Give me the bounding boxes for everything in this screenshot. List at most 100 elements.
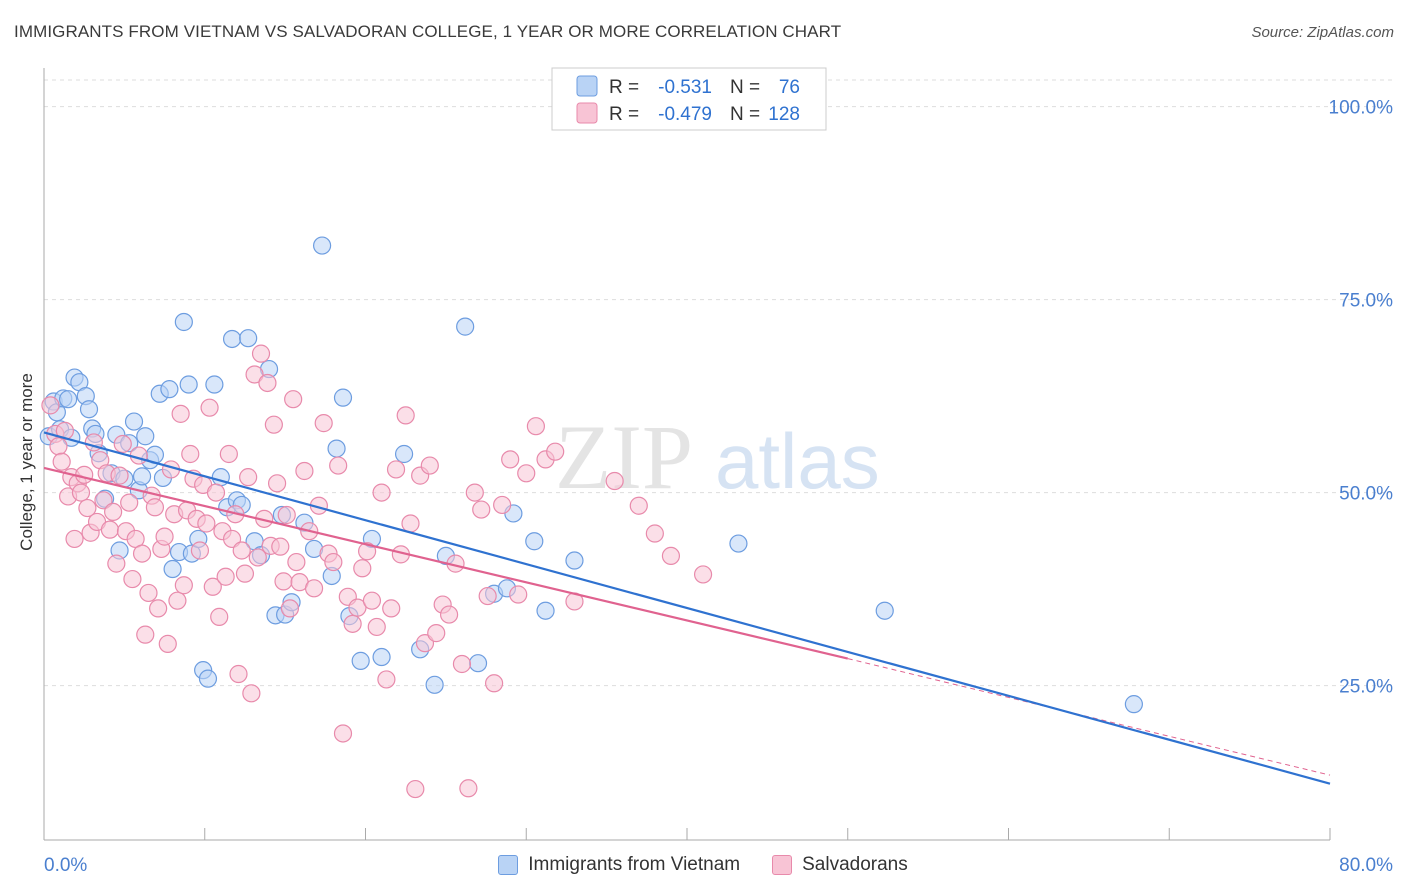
salvadoran-point <box>206 483 226 502</box>
salvadoran-point <box>324 552 343 572</box>
chart-source: Source: ZipAtlas.com <box>1251 24 1394 41</box>
salvadoran-point <box>113 434 132 454</box>
legend-item-vietnam: Immigrants from Vietnam <box>498 854 740 876</box>
salvadoran-point <box>264 415 283 434</box>
salvadoran-point <box>274 572 293 591</box>
salvadoran-trend-extension <box>847 658 1331 776</box>
salvadoran-point <box>295 461 314 481</box>
vietnam-point <box>565 551 584 570</box>
salvadoran-point <box>123 569 142 589</box>
salvadoran-point <box>501 450 520 469</box>
salvadoran-point <box>314 414 333 433</box>
salvadoran-point <box>287 552 306 572</box>
salvadoran-point <box>245 365 264 384</box>
salvadoran-point <box>203 577 222 596</box>
salvadoran-point <box>75 465 94 484</box>
vietnam-point <box>456 317 475 336</box>
vietnam-point <box>1124 695 1143 714</box>
vietnam-point <box>205 375 224 394</box>
legend-swatch-pink <box>576 102 598 124</box>
vietnam-point <box>468 654 488 673</box>
vietnam-trend-line <box>43 431 1331 785</box>
salvadoran-point <box>367 617 386 637</box>
chart-title: IMMIGRANTS FROM VIETNAM VS SALVADORAN CO… <box>14 22 842 41</box>
x-tick-label-max: 80.0% <box>1339 855 1393 876</box>
legend-label-vietnam: Immigrants from Vietnam <box>528 854 741 875</box>
salvadoran-point <box>120 493 139 512</box>
salvadoran-point <box>304 579 324 598</box>
legend-r-label-blue: R = <box>609 77 639 98</box>
salvadoran-point <box>229 664 248 684</box>
salvadoran-point <box>174 576 193 595</box>
legend-n-value-pink: 128 <box>768 104 800 125</box>
watermark-atlas: atlas <box>715 417 880 505</box>
vietnam-point <box>198 669 218 688</box>
salvadoran-trend-line <box>43 466 849 660</box>
salvadoran-point <box>190 541 210 560</box>
salvadoran-point <box>546 442 565 461</box>
vietnam-point <box>425 675 444 694</box>
salvadoran-point <box>439 605 459 624</box>
salvadoran-point <box>493 495 512 515</box>
salvadoran-point <box>645 524 664 543</box>
salvadoran-point <box>258 373 277 393</box>
x-axis-ticks <box>43 828 1331 840</box>
legend-label-salvadorans: Salvadorans <box>802 854 908 875</box>
salvadoran-point <box>358 542 377 561</box>
salvadoran-point <box>155 527 174 546</box>
salvadoran-point <box>377 670 396 689</box>
vietnam-point <box>875 601 894 620</box>
salvadoran-point <box>605 471 624 491</box>
vietnam-point <box>136 427 155 446</box>
salvadoran-point <box>110 466 129 485</box>
vietnam-point <box>327 439 346 458</box>
salvadoran-point <box>71 483 91 502</box>
series-legend: Immigrants from Vietnam Salvadorans <box>0 850 1406 880</box>
salvadoran-point <box>222 529 242 549</box>
salvadoran-point <box>94 491 113 510</box>
salvadoran-point <box>362 591 382 610</box>
salvadoran-point <box>485 674 504 693</box>
vietnam-point <box>132 467 152 486</box>
legend-swatch-blue <box>576 75 598 97</box>
salvadoran-point <box>343 614 362 633</box>
salvadoran-point <box>427 624 446 643</box>
salvadoran-point <box>509 585 528 604</box>
legend-r-label-pink: R = <box>609 104 639 125</box>
salvadoran-point <box>284 390 303 409</box>
salvadoran-point <box>452 654 472 674</box>
salvadoran-point <box>401 514 420 533</box>
salvadoran-point <box>472 500 491 519</box>
salvadoran-point <box>242 684 261 703</box>
trend-lines <box>43 431 1331 785</box>
salvadoran-point <box>251 344 271 363</box>
salvadoran-point <box>478 586 497 606</box>
salvadoran-point <box>239 468 258 487</box>
salvadoran-point <box>149 599 168 618</box>
salvadoran-point <box>277 505 296 525</box>
salvadoran-point <box>210 607 229 626</box>
salvadoran-point <box>693 565 713 584</box>
salvadoran-point <box>100 520 120 539</box>
salvadoran-point <box>235 564 255 583</box>
salvadoran-point <box>78 498 97 518</box>
legend-n-value-blue: 76 <box>779 77 800 98</box>
salvadoran-point <box>517 464 536 483</box>
salvadoran-point <box>382 599 401 618</box>
vietnam-point <box>525 532 544 551</box>
salvadoran-point <box>329 456 348 475</box>
legend-r-value-pink: -0.479 <box>658 104 712 125</box>
vietnam-point <box>174 312 193 332</box>
vietnam-point <box>372 647 391 667</box>
vietnam-point <box>536 601 555 620</box>
legend-n-label-blue: N = <box>730 77 760 98</box>
watermark-zip: ZIP <box>555 406 693 508</box>
vietnam-point <box>124 412 144 431</box>
vietnam-point <box>333 388 353 407</box>
salvadoran-point <box>219 444 238 464</box>
salvadoran-point <box>232 541 251 560</box>
vietnam-point <box>222 329 242 349</box>
salvadoran-point <box>216 567 235 586</box>
salvadoran-point <box>348 598 367 617</box>
salvadoran-point <box>459 779 478 798</box>
